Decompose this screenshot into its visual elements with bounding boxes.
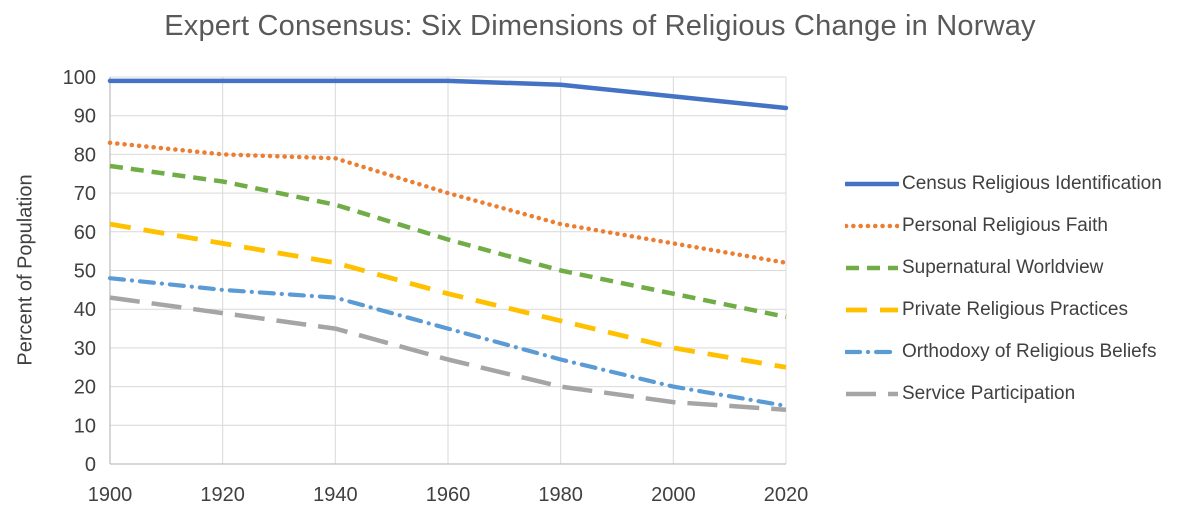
series-line-private-religious-practices bbox=[109, 221, 787, 370]
legend-line-sample bbox=[845, 181, 899, 187]
series-line-supernatural-worldview bbox=[109, 163, 787, 320]
legend-line-sample bbox=[845, 223, 899, 229]
x-tick-label: 1960 bbox=[426, 484, 471, 506]
x-tick-label: 1980 bbox=[538, 484, 583, 506]
y-tick-label: 60 bbox=[74, 222, 96, 244]
y-tick-label: 0 bbox=[85, 454, 96, 476]
x-tick-label: 2000 bbox=[651, 484, 696, 506]
legend-label: Personal Religious Faith bbox=[902, 215, 1108, 236]
legend-line-sample bbox=[845, 349, 899, 355]
x-tick-label: 1920 bbox=[200, 484, 245, 506]
series-lines bbox=[107, 78, 789, 413]
series-line-service-participation bbox=[109, 295, 787, 413]
y-tick-label: 100 bbox=[63, 67, 96, 89]
y-tick-label: 20 bbox=[74, 377, 96, 399]
gridlines bbox=[109, 76, 787, 465]
series-line-census-religious-identification bbox=[107, 78, 789, 111]
legend: Census Religious Identification Personal … bbox=[845, 163, 1162, 415]
x-tick-label: 1900 bbox=[88, 484, 133, 506]
y-axis-title: Percent of Population bbox=[14, 174, 37, 366]
legend-line-sample bbox=[846, 307, 898, 313]
series-line-orthodoxy-of-religious-beliefs bbox=[107, 276, 789, 408]
y-tick-label: 30 bbox=[74, 338, 96, 360]
legend-label: Census Religious Identification bbox=[902, 173, 1162, 194]
tick-labels: 0 10 20 30 40 50 60 70 80 90 100 1900 1920 1940 1960 19… bbox=[63, 67, 809, 506]
legend-item: Private Religious Practices bbox=[845, 289, 1162, 331]
legend-label: Service Participation bbox=[902, 383, 1076, 404]
y-tick-label: 10 bbox=[74, 415, 96, 437]
legend-item: Census Religious Identification bbox=[845, 163, 1162, 205]
y-tick-label: 70 bbox=[74, 183, 96, 205]
legend-line-sample bbox=[846, 265, 898, 271]
legend-item: Personal Religious Faith bbox=[845, 205, 1162, 247]
legend-label: Supernatural Worldview bbox=[902, 257, 1104, 278]
y-tick-label: 50 bbox=[74, 261, 96, 283]
legend-item: Service Participation bbox=[845, 373, 1162, 415]
x-tick-label: 1940 bbox=[313, 484, 358, 506]
legend-item: Supernatural Worldview bbox=[845, 247, 1162, 289]
legend-label: Orthodoxy of Religious Beliefs bbox=[902, 341, 1157, 362]
legend-label: Private Religious Practices bbox=[902, 299, 1128, 320]
legend-item: Orthodoxy of Religious Beliefs bbox=[845, 331, 1162, 373]
y-tick-label: 40 bbox=[74, 299, 96, 321]
legend-line-sample bbox=[846, 391, 898, 397]
x-tick-label: 2020 bbox=[764, 484, 809, 506]
y-tick-label: 90 bbox=[74, 106, 96, 128]
series-line-personal-religious-faith bbox=[107, 140, 789, 266]
chart-title: Expert Consensus: Six Dimensions of Reli… bbox=[164, 10, 1036, 42]
y-tick-label: 80 bbox=[74, 144, 96, 166]
